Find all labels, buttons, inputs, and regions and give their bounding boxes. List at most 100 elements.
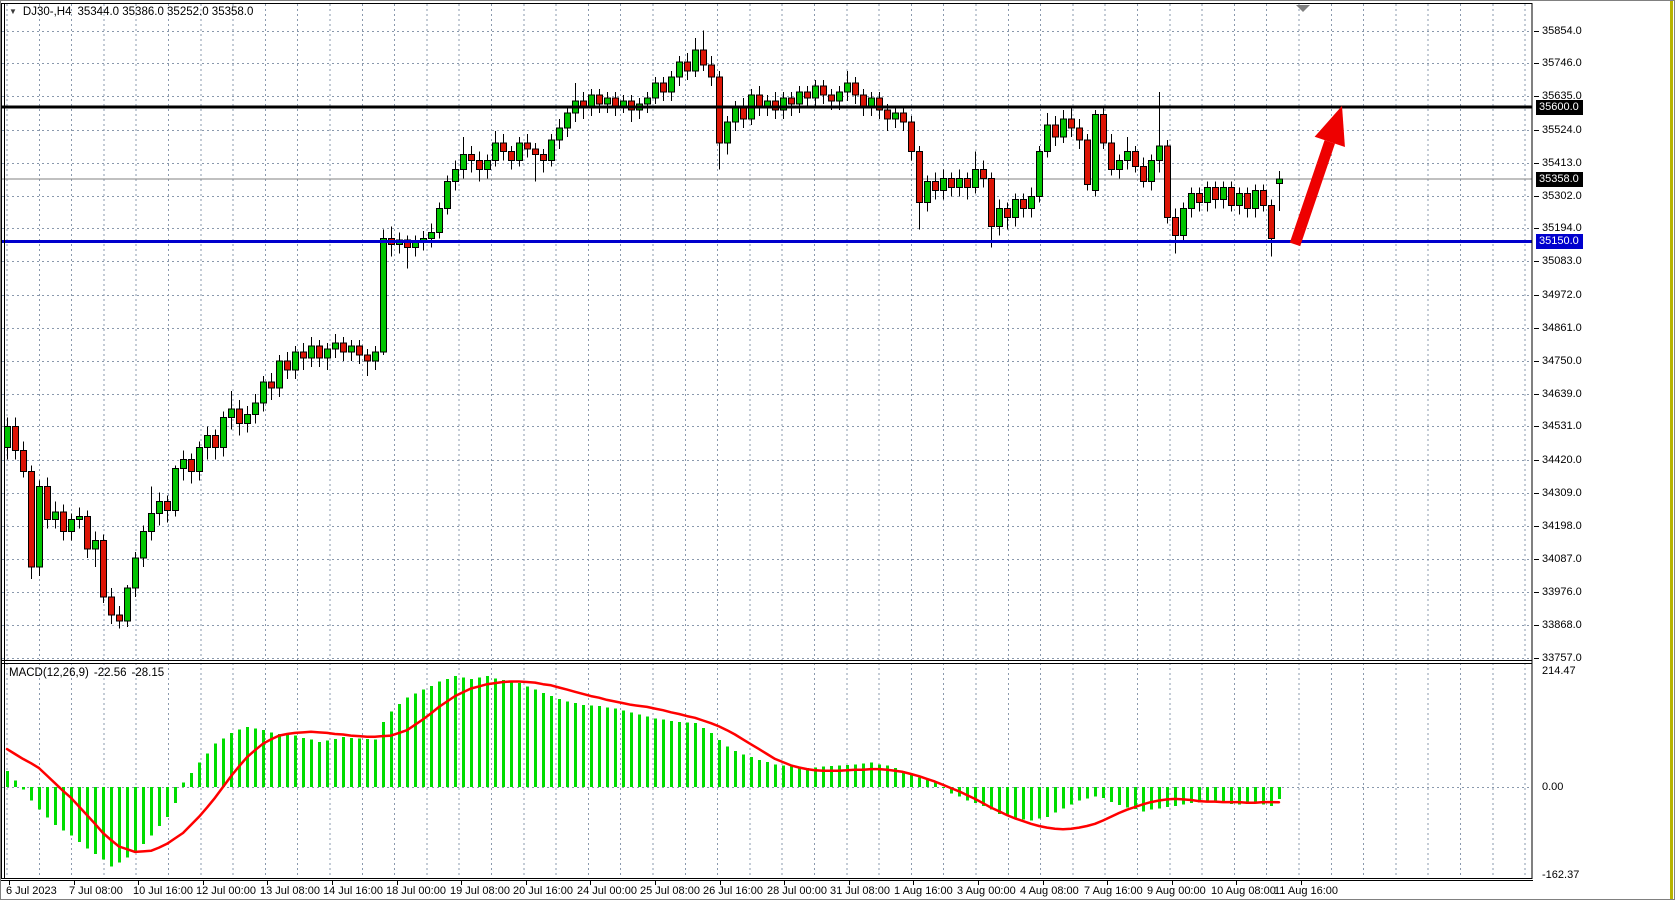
candle-body: [1028, 196, 1035, 210]
time-tick-mark: [1107, 881, 1108, 885]
price-tick-mark: [1534, 261, 1539, 262]
candle-body: [1084, 139, 1091, 186]
candle-body: [1188, 193, 1195, 210]
price-axis-tick-label: 34639.0: [1542, 388, 1582, 400]
candle-body: [356, 345, 363, 356]
candle-body: [1204, 187, 1211, 204]
candle-body: [268, 381, 275, 389]
candlesticks: [4, 30, 1283, 629]
candle-body: [1004, 208, 1011, 218]
price-tick-mark: [1534, 426, 1539, 427]
time-axis[interactable]: 6 Jul 2023 7 Jul 08:00 10 Jul 16:00 12 Jul …: [1, 880, 1533, 899]
candle-body: [212, 435, 219, 449]
candle-body: [1164, 145, 1171, 218]
candle-body: [1012, 199, 1019, 218]
candle-body: [836, 91, 843, 102]
price-tick-mark: [1534, 163, 1539, 164]
chart-canvas[interactable]: [1, 1, 1533, 899]
candle-body: [1132, 151, 1139, 168]
candle-body: [660, 82, 667, 93]
time-axis-label: 1 Aug 16:00: [894, 885, 953, 897]
candle-body: [28, 471, 35, 568]
candle-body: [124, 587, 131, 622]
candle-body: [188, 459, 195, 473]
candle-body: [804, 91, 811, 99]
candle-body: [700, 49, 707, 66]
time-axis-label: 13 Jul 08:00: [260, 885, 320, 897]
time-tick-mark: [978, 881, 979, 885]
candle-body: [44, 485, 51, 520]
candle-body: [132, 557, 139, 589]
price-axis[interactable]: 35854.0 35746.0 35635.0 35524.0 35413.0 35302…: [1534, 1, 1669, 899]
macd-axis-label: 0.00: [1542, 781, 1564, 793]
candle-body: [244, 414, 251, 425]
price-axis-tick-label: 35524.0: [1542, 124, 1582, 136]
candle-body: [1260, 190, 1267, 207]
scroll-marker-icon[interactable]: [1296, 5, 1310, 12]
time-axis-label: 24 Jul 00:00: [577, 885, 637, 897]
price-axis-tick-label: 34309.0: [1542, 487, 1582, 499]
time-tick-mark: [461, 881, 462, 885]
candle-body: [1108, 142, 1115, 171]
macd-axis-label: 214.47: [1542, 665, 1576, 677]
time-axis-label: 18 Jul 00:00: [386, 885, 446, 897]
time-tick-mark: [1172, 881, 1173, 885]
candle-body: [204, 435, 211, 449]
trend-arrow-head: [1314, 105, 1345, 148]
candle-body: [900, 112, 907, 123]
candle-body: [1212, 187, 1219, 201]
time-tick-mark: [913, 881, 914, 885]
candle-body: [524, 142, 531, 150]
symbol-timeframe-label: DJ30-,H4: [22, 6, 72, 18]
trend-arrow[interactable]: [1289, 105, 1345, 247]
candle-body: [436, 208, 443, 233]
candle-body: [724, 121, 731, 144]
candle-body: [500, 142, 507, 153]
candle-body: [1156, 145, 1163, 162]
price-tick-mark: [1534, 196, 1539, 197]
candle-body: [1036, 151, 1043, 198]
gridlines: [2, 4, 1532, 878]
candle-body: [828, 94, 835, 102]
price-tick-mark: [1534, 96, 1539, 97]
candle-body: [60, 511, 67, 532]
candle-body: [516, 142, 523, 162]
candle-body: [428, 231, 435, 239]
candle-body: [476, 160, 483, 171]
time-axis-label: 3 Aug 00:00: [957, 885, 1016, 897]
time-tick-mark: [1236, 881, 1237, 885]
time-tick-mark: [1301, 881, 1302, 885]
candle-body: [732, 106, 739, 123]
candle-body: [756, 94, 763, 108]
candle-body: [564, 112, 571, 129]
candle-body: [100, 539, 107, 598]
candle-body: [4, 426, 11, 449]
time-tick-mark: [74, 881, 75, 885]
price-axis-tick-label: 35746.0: [1542, 57, 1582, 69]
time-tick-mark: [9, 881, 10, 885]
candle-body: [364, 354, 371, 362]
candle-body: [1228, 187, 1235, 207]
candle-body: [1044, 124, 1051, 153]
candle-body: [444, 181, 451, 210]
candle-body: [1124, 151, 1131, 162]
candle-body: [116, 614, 123, 622]
macd-axis-label: -162.37: [1542, 869, 1580, 881]
time-tick-mark: [1043, 881, 1044, 885]
time-tick-mark: [526, 881, 527, 885]
price-axis-tick-label: 33757.0: [1542, 652, 1582, 664]
price-tick-mark: [1534, 625, 1539, 626]
candle-body: [1172, 216, 1179, 236]
candle-body: [1220, 187, 1227, 201]
candle-body: [68, 518, 75, 532]
candle-body: [372, 351, 379, 362]
time-tick-mark: [332, 881, 333, 885]
price-axis-tick-label: 33976.0: [1542, 586, 1582, 598]
candle-body: [540, 154, 547, 162]
candle-body: [876, 97, 883, 111]
price-axis-tick-label: 34198.0: [1542, 520, 1582, 532]
macd-caption: MACD(12,26,9) -22.56 -28.15: [9, 667, 164, 679]
symbol-dropdown-icon[interactable]: ▼: [9, 7, 17, 16]
candle-body: [1140, 166, 1147, 183]
candle-body: [292, 351, 299, 371]
